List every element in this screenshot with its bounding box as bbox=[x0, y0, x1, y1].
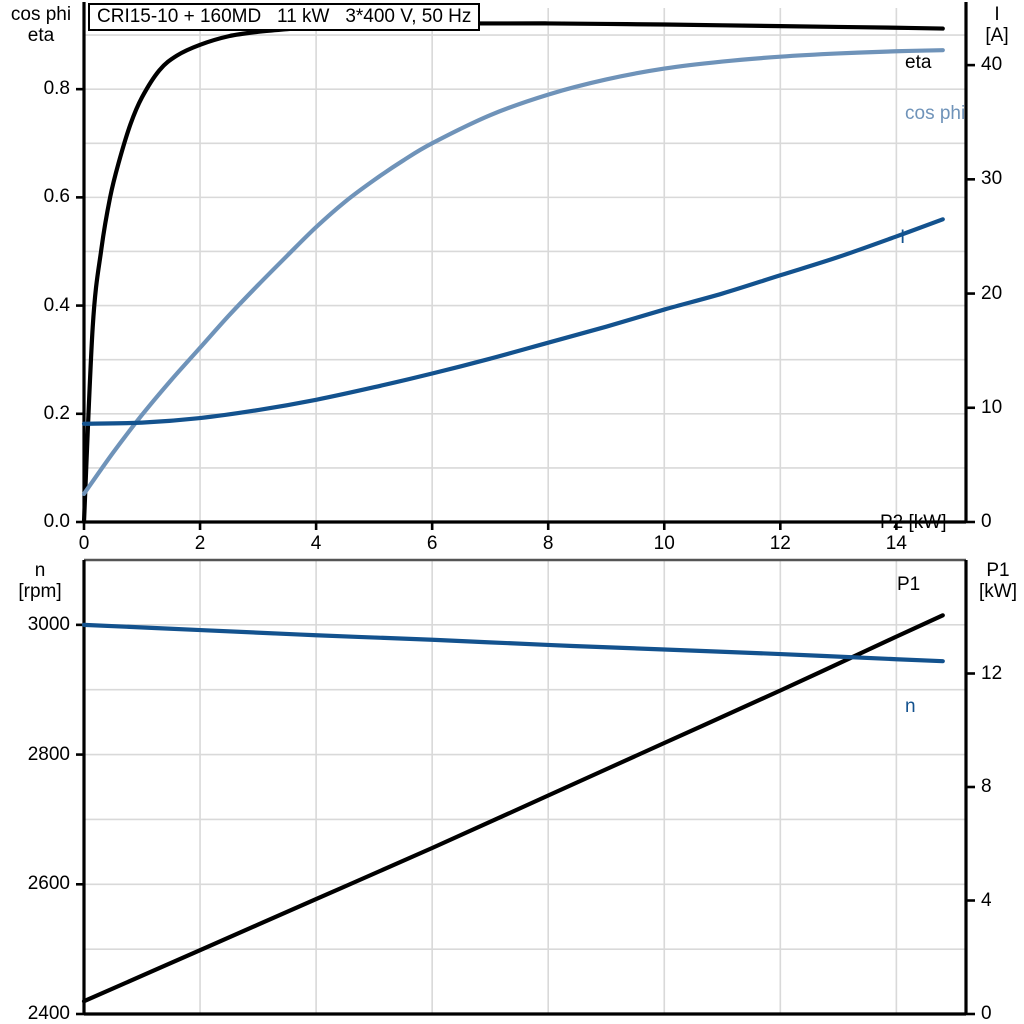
top-x-tick-label: 0 bbox=[78, 533, 90, 554]
bottom-right-tick-label: 0 bbox=[981, 1003, 992, 1024]
top-right-tick-label: 10 bbox=[981, 396, 1003, 418]
top-x-tick-label: 14 bbox=[885, 533, 907, 554]
curve-label-n: n bbox=[905, 696, 916, 717]
top-right-tick-label: 30 bbox=[981, 168, 1003, 190]
top-x-tick-label: 12 bbox=[769, 533, 791, 554]
top-right-tick-label: 40 bbox=[981, 54, 1003, 76]
curve-label-eta: eta bbox=[905, 52, 932, 73]
curve-current bbox=[81, 217, 945, 426]
bottom-chart-panel: n [rpm] P1 [kW] 3000 2800 2600 2400 12 8 4 0 P1 n bbox=[0, 552, 1024, 1024]
top-left-tick-label: 0.8 bbox=[43, 78, 70, 100]
curve-cos-phi bbox=[81, 48, 945, 496]
top-x-tick-label: 8 bbox=[542, 533, 554, 554]
top-x-tick-label: 2 bbox=[194, 533, 206, 554]
chart-title-text: CRI15-10 + 160MD 11 kW 3*400 V, 50 Hz bbox=[97, 6, 472, 27]
curve-label-cos-phi: cos phi bbox=[905, 103, 966, 124]
bottom-right-axis-title: P1 [kW] bbox=[979, 560, 1017, 602]
top-chart-panel: cos phi eta I [A] P2 [kW] CRI15-10 + 160… bbox=[10, 2, 1009, 554]
bottom-right-tick-label: 12 bbox=[981, 662, 1003, 684]
top-right-tick-label: 20 bbox=[981, 282, 1003, 304]
bottom-left-tick-label: 2800 bbox=[27, 743, 70, 765]
curve-eta bbox=[81, 21, 945, 525]
curve-label-current: I bbox=[900, 227, 906, 248]
chart-title-box: CRI15-10 + 160MD 11 kW 3*400 V, 50 Hz bbox=[88, 3, 481, 31]
top-left-tick-label: 0.4 bbox=[43, 294, 70, 316]
curve-speed bbox=[81, 622, 945, 664]
curve-power bbox=[81, 613, 945, 1004]
bottom-right-tick-label: 8 bbox=[981, 776, 992, 797]
top-x-axis-title: P2 [kW] bbox=[880, 512, 947, 533]
bottom-left-tick-label: 2600 bbox=[27, 873, 70, 895]
curve-label-p1: P1 bbox=[897, 574, 921, 595]
bottom-left-tick-label: 2400 bbox=[27, 1003, 70, 1024]
top-right-axis-title: I [A] bbox=[985, 4, 1009, 46]
bottom-right-tick-label: 4 bbox=[981, 889, 992, 911]
top-x-tick-label: 6 bbox=[426, 533, 438, 554]
top-right-tick-label: 0 bbox=[981, 511, 992, 532]
bottom-left-tick-label: 3000 bbox=[27, 613, 70, 635]
top-left-tick-label: 0.2 bbox=[43, 402, 70, 424]
top-left-axis-title: cos phi eta bbox=[10, 4, 72, 46]
bottom-chart-plot bbox=[76, 558, 975, 1016]
top-x-tick-label: 4 bbox=[310, 533, 322, 554]
top-left-tick-label: 0.0 bbox=[43, 511, 70, 532]
top-chart-plot bbox=[76, 2, 975, 530]
bottom-left-axis-title: n [rpm] bbox=[18, 560, 62, 602]
top-x-tick-label: 10 bbox=[653, 533, 675, 554]
top-left-tick-label: 0.6 bbox=[43, 186, 70, 208]
